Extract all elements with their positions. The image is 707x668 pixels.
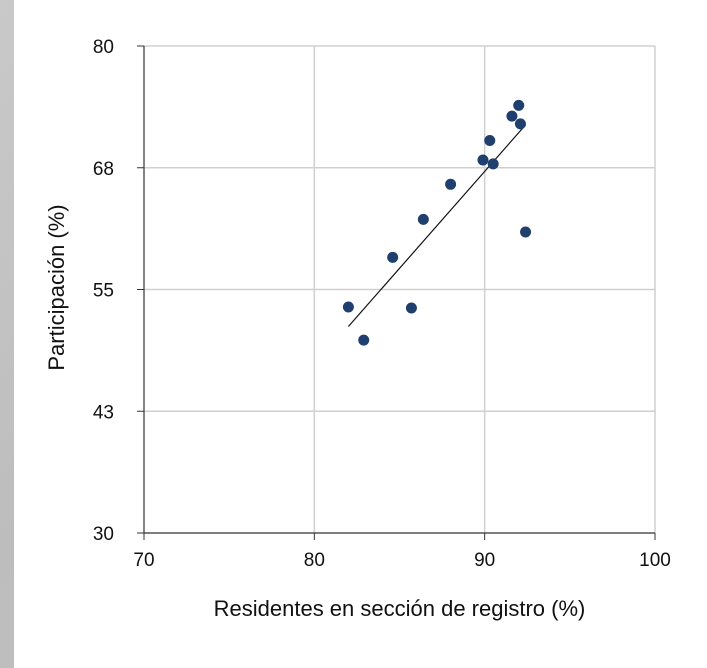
scatter-chart: 70 80 90 100 30 43 55 68 80 Residentes en secci… <box>44 37 671 621</box>
x-axis-title: Residentes en sección de registro (%) <box>214 596 586 621</box>
y-axis-title: Participación (%) <box>44 204 69 370</box>
data-point <box>405 302 417 314</box>
data-point <box>506 110 518 122</box>
trendline-group <box>347 124 526 327</box>
chart-card: 70 80 90 100 30 43 55 68 80 Residentes en secci… <box>14 0 707 668</box>
y-tick-label: 30 <box>93 524 114 545</box>
x-tick-label: 70 <box>133 550 154 571</box>
data-point <box>417 213 429 225</box>
y-tick-label: 80 <box>93 37 114 58</box>
data-point <box>520 226 532 238</box>
y-tick-label: 68 <box>93 159 114 180</box>
data-points <box>342 99 532 346</box>
data-point <box>477 154 489 166</box>
y-tick-labels: 30 43 55 68 80 <box>93 37 114 545</box>
data-point <box>514 118 526 130</box>
data-point <box>484 134 496 146</box>
x-tick-label: 100 <box>639 550 671 571</box>
data-point <box>358 334 370 346</box>
x-tick-label: 80 <box>304 550 325 571</box>
data-point <box>487 158 499 170</box>
x-tick-labels: 70 80 90 100 <box>133 550 670 571</box>
data-point <box>387 251 399 263</box>
data-point <box>513 99 525 111</box>
y-tick-label: 55 <box>93 281 114 302</box>
data-point <box>342 301 354 313</box>
x-tick-label: 90 <box>474 550 495 571</box>
y-tick-label: 43 <box>93 402 114 423</box>
trendline <box>347 124 526 327</box>
axes <box>137 45 656 540</box>
grid-lines <box>144 45 656 533</box>
data-point <box>445 178 457 190</box>
